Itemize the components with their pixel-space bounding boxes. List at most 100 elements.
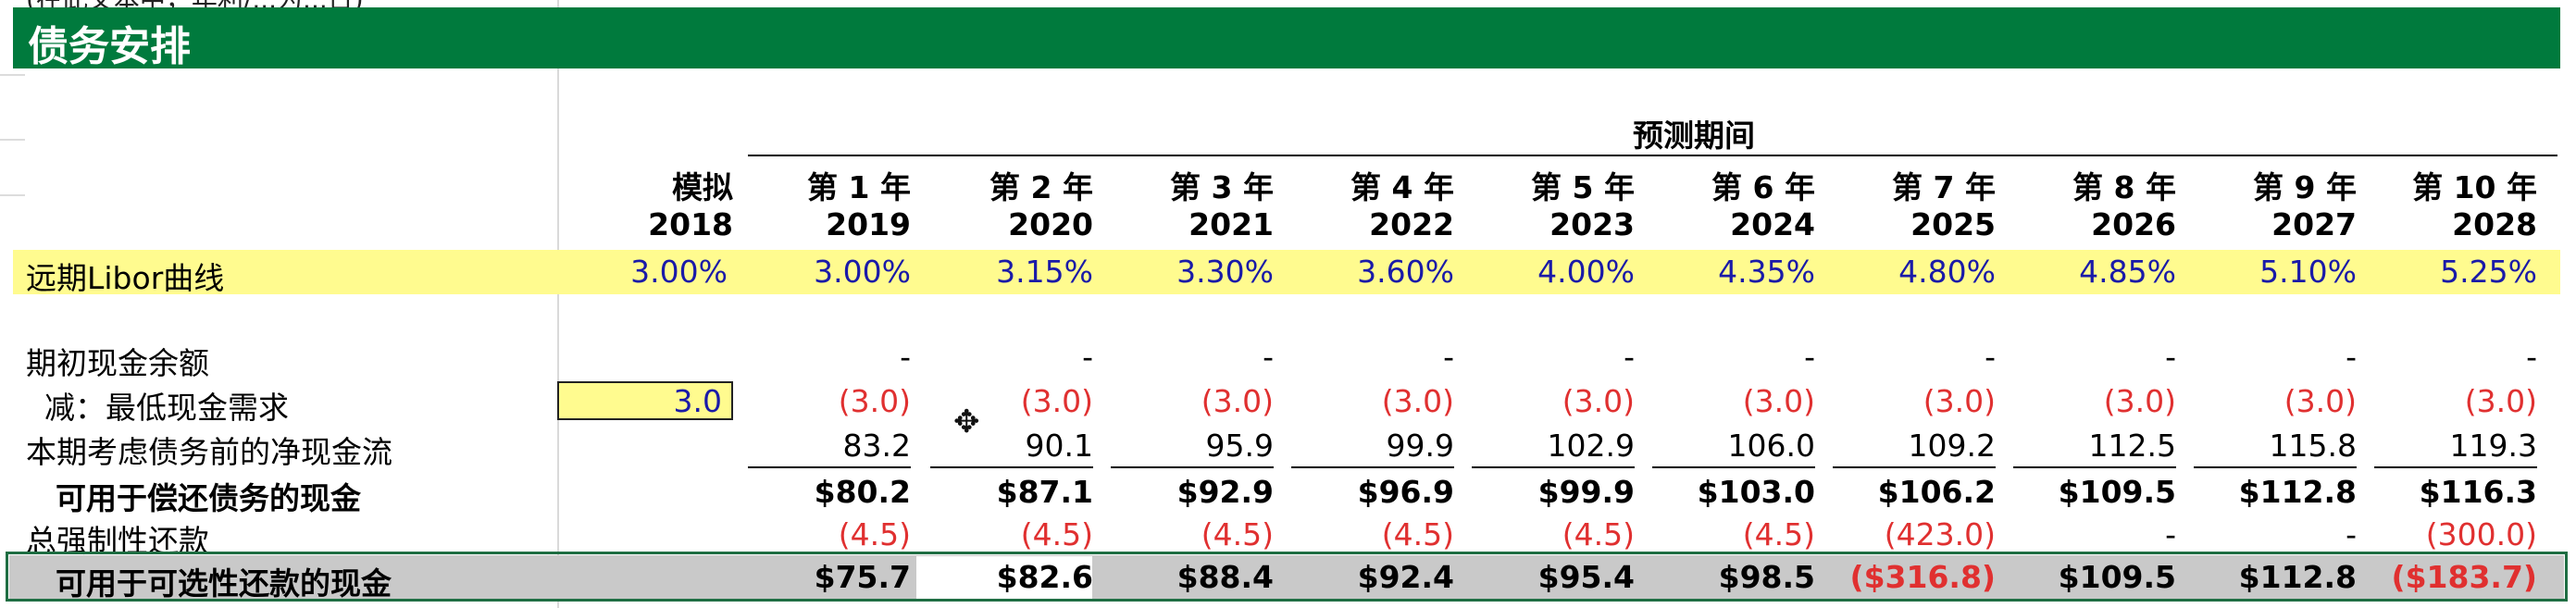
col-header-label[interactable]: 第 1 年 (807, 169, 911, 205)
cash-for-debt-cell[interactable]: $92.9 (1176, 474, 1274, 510)
min-cash-cell[interactable]: (3.0) (2103, 383, 2176, 419)
cash-for-debt-cell[interactable]: $112.8 (2238, 474, 2357, 510)
libor-cell[interactable]: 4.35% (1718, 254, 1815, 290)
libor-cell[interactable]: 5.25% (2440, 254, 2537, 290)
col-header-label[interactable]: 第 8 年 (2072, 169, 2176, 205)
libor-cell[interactable]: 3.30% (1176, 254, 1274, 290)
col-header-year[interactable]: 2027 (2271, 206, 2357, 242)
beginning-cash-cell[interactable]: - (1804, 339, 1815, 375)
beginning-cash-cell[interactable]: - (2526, 339, 2537, 375)
beginning-cash-cell[interactable]: - (1443, 339, 1454, 375)
cash-for-optional-cell[interactable]: $95.4 (1537, 559, 1635, 595)
libor-cell[interactable]: 5.10% (2259, 254, 2357, 290)
net-cash-flow-cell[interactable]: 115.8 (2269, 428, 2357, 464)
cash-for-optional-cell[interactable]: $112.8 (2238, 559, 2357, 595)
min-cash-cell[interactable]: (3.0) (838, 383, 911, 419)
beginning-cash-cell[interactable]: - (1263, 339, 1274, 375)
libor-cell[interactable]: 3.00% (814, 254, 911, 290)
mandatory-repayment-cell[interactable]: - (2346, 516, 2357, 552)
row-label-net-cash-flow[interactable]: 本期考虑债务前的净现金流 (26, 434, 392, 470)
net-cash-flow-cell[interactable]: 90.1 (1025, 428, 1093, 464)
row-label-min-cash[interactable]: 减：最低现金需求 (44, 390, 289, 426)
cash-for-optional-cell[interactable]: $75.7 (814, 559, 911, 595)
col-header-year[interactable]: 2022 (1369, 206, 1454, 242)
col-header-year[interactable]: 2023 (1549, 206, 1635, 242)
mandatory-repayment-cell[interactable]: (4.5) (1201, 516, 1274, 552)
col-header-year[interactable]: 2018 (648, 206, 733, 242)
beginning-cash-cell[interactable]: - (900, 339, 911, 375)
cash-for-debt-cell[interactable]: $109.5 (2058, 474, 2176, 510)
row-label-cash-for-optional[interactable]: 可用于可选性还款的现金 (56, 565, 392, 602)
cash-for-optional-cell[interactable]: $98.5 (1718, 559, 1815, 595)
cash-for-optional-cell[interactable]: ($183.7) (2391, 559, 2537, 595)
col-header-year[interactable]: 2021 (1188, 206, 1274, 242)
cash-for-optional-cell[interactable]: ($316.8) (1849, 559, 1996, 595)
cash-for-debt-cell[interactable]: $99.9 (1537, 474, 1635, 510)
col-header-year[interactable]: 2019 (826, 206, 911, 242)
col-header-label[interactable]: 第 4 年 (1350, 169, 1454, 205)
col-header-label[interactable]: 第 2 年 (989, 169, 1093, 205)
cash-for-debt-cell[interactable]: $96.9 (1357, 474, 1454, 510)
col-header-label[interactable]: 第 5 年 (1531, 169, 1635, 205)
beginning-cash-cell[interactable]: - (1624, 339, 1635, 375)
min-cash-cell[interactable]: (3.0) (2284, 383, 2357, 419)
col-header-label[interactable]: 模拟 (672, 169, 733, 205)
min-cash-cell[interactable]: (3.0) (1020, 383, 1093, 419)
min-cash-cell[interactable]: (3.0) (1201, 383, 1274, 419)
mandatory-repayment-cell[interactable]: (4.5) (1742, 516, 1815, 552)
row-label-libor-curve[interactable]: 远期Libor曲线 (26, 260, 225, 296)
mandatory-repayment-cell[interactable]: - (2165, 516, 2176, 552)
col-header-label[interactable]: 第 3 年 (1170, 169, 1274, 205)
cash-for-debt-cell[interactable]: $103.0 (1697, 474, 1815, 510)
active-cell[interactable] (916, 556, 1092, 599)
mandatory-repayment-cell[interactable]: (4.5) (838, 516, 911, 552)
cash-for-debt-cell[interactable]: $116.3 (2419, 474, 2537, 510)
col-header-label[interactable]: 第 9 年 (2253, 169, 2357, 205)
net-cash-flow-cell[interactable]: 119.3 (2449, 428, 2537, 464)
col-header-label[interactable]: 第 6 年 (1711, 169, 1815, 205)
col-header-year[interactable]: 2028 (2452, 206, 2537, 242)
mandatory-repayment-cell[interactable]: (4.5) (1562, 516, 1635, 552)
cash-for-optional-cell[interactable]: $82.6 (996, 559, 1093, 595)
col-header-year[interactable]: 2026 (2091, 206, 2176, 242)
beginning-cash-cell[interactable]: - (1082, 339, 1093, 375)
min-cash-cell[interactable]: (3.0) (1381, 383, 1454, 419)
col-header-year[interactable]: 2024 (1730, 206, 1815, 242)
beginning-cash-cell[interactable]: - (1985, 339, 1996, 375)
cash-for-optional-cell[interactable]: $88.4 (1176, 559, 1274, 595)
cash-for-optional-cell[interactable]: $109.5 (2058, 559, 2176, 595)
mandatory-repayment-cell[interactable]: (423.0) (1884, 516, 1996, 552)
mandatory-repayment-cell[interactable]: (4.5) (1381, 516, 1454, 552)
net-cash-flow-cell[interactable]: 106.0 (1727, 428, 1815, 464)
net-cash-flow-cell[interactable]: 95.9 (1205, 428, 1274, 464)
libor-cell[interactable]: 4.00% (1537, 254, 1635, 290)
net-cash-flow-cell[interactable]: 102.9 (1547, 428, 1635, 464)
mandatory-repayment-cell[interactable]: (4.5) (1020, 516, 1093, 552)
cash-for-debt-cell[interactable]: $106.2 (1877, 474, 1996, 510)
cash-for-debt-cell[interactable]: $80.2 (814, 474, 911, 510)
net-cash-flow-cell[interactable]: 112.5 (2088, 428, 2176, 464)
col-header-label[interactable]: 第 7 年 (1892, 169, 1996, 205)
min-cash-cell[interactable]: (3.0) (1562, 383, 1635, 419)
libor-cell[interactable]: 4.80% (1898, 254, 1996, 290)
libor-cell[interactable]: 3.00% (630, 254, 728, 290)
libor-cell[interactable]: 3.60% (1357, 254, 1454, 290)
mandatory-repayment-cell[interactable]: (300.0) (2425, 516, 2537, 552)
libor-cell[interactable]: 4.85% (2079, 254, 2176, 290)
cash-for-debt-cell[interactable]: $87.1 (996, 474, 1093, 510)
min-cash-cell[interactable]: (3.0) (1923, 383, 1996, 419)
net-cash-flow-cell[interactable]: 109.2 (1908, 428, 1996, 464)
row-label-beginning-cash[interactable]: 期初现金余额 (26, 345, 209, 381)
min-cash-input-box[interactable] (557, 381, 733, 420)
row-label-cash-for-debt[interactable]: 可用于偿还债务的现金 (56, 480, 361, 516)
min-cash-cell[interactable]: (3.0) (2464, 383, 2537, 419)
col-header-year[interactable]: 2025 (1910, 206, 1996, 242)
beginning-cash-cell[interactable]: - (2165, 339, 2176, 375)
net-cash-flow-cell[interactable]: 99.9 (1386, 428, 1454, 464)
col-header-year[interactable]: 2020 (1008, 206, 1093, 242)
beginning-cash-cell[interactable]: - (2346, 339, 2357, 375)
cash-for-optional-cell[interactable]: $92.4 (1357, 559, 1454, 595)
min-cash-cell[interactable]: (3.0) (1742, 383, 1815, 419)
libor-cell[interactable]: 3.15% (996, 254, 1093, 290)
net-cash-flow-cell[interactable]: 83.2 (842, 428, 911, 464)
